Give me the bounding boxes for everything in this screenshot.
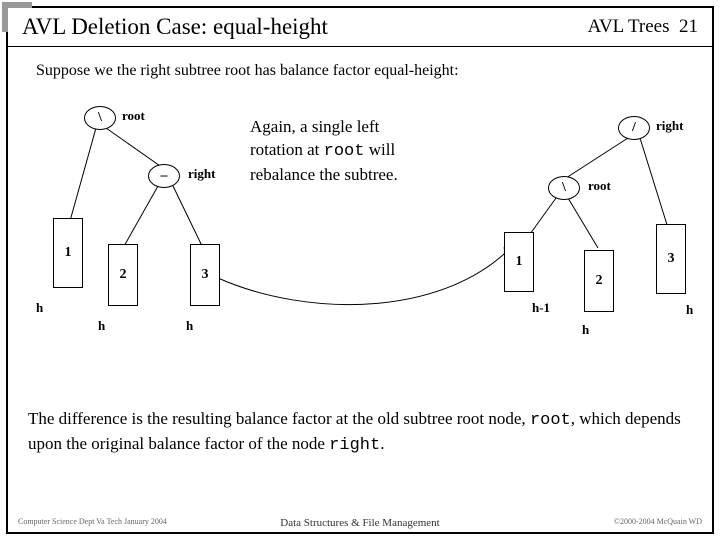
rt-root-sym: / xyxy=(632,120,636,136)
rt-leaf2-num: 2 xyxy=(596,273,603,289)
rt-left-label: root xyxy=(588,178,611,194)
lt-leaf3-num: 3 xyxy=(202,267,209,283)
rt-left-sym: \ xyxy=(562,180,566,196)
lt-leaf3: 3 xyxy=(190,244,220,306)
rt-leaf3: 3 xyxy=(656,224,686,294)
title-rule xyxy=(8,46,712,47)
cap-l2a: rotation at xyxy=(250,140,324,159)
lt-leaf3-h: h xyxy=(186,318,193,334)
title-row: AVL Deletion Case: equal-height AVL Tree… xyxy=(22,14,698,44)
footer-center: Data Structures & File Management xyxy=(280,517,439,529)
footer: Computer Science Dept Va Tech January 20… xyxy=(18,517,702,526)
rt-root-node: / xyxy=(618,116,650,140)
lt-right-sym: – xyxy=(161,168,168,184)
cap-l2b: root xyxy=(324,142,365,161)
conclusion-text: The difference is the resulting balance … xyxy=(28,408,692,458)
conc-e: . xyxy=(380,434,384,453)
footer-left: Computer Science Dept Va Tech January 20… xyxy=(18,517,167,526)
lt-right-label: right xyxy=(188,166,215,182)
rotation-caption: Again, a single left rotation at root wi… xyxy=(250,116,450,187)
cap-l3: rebalance the subtree. xyxy=(250,165,398,184)
rt-leaf2-h: h xyxy=(582,322,589,338)
cap-l2c: will xyxy=(364,140,395,159)
lt-leaf1-h: h xyxy=(36,300,43,316)
intro-text: Suppose we the right subtree root has ba… xyxy=(36,62,459,80)
lt-leaf1: 1 xyxy=(53,218,83,288)
slide-title: AVL Deletion Case: equal-height xyxy=(22,14,328,39)
lt-right-node: – xyxy=(148,164,180,188)
conc-d: right xyxy=(329,436,380,455)
rt-leaf1: 1 xyxy=(504,232,534,292)
section-name: AVL Trees xyxy=(588,16,670,37)
rt-leaf1-num: 1 xyxy=(516,254,523,270)
rt-root-label: right xyxy=(656,118,683,134)
lt-root-node: \ xyxy=(84,106,116,130)
slide-frame: AVL Deletion Case: equal-height AVL Tree… xyxy=(6,6,714,534)
footer-right: ©2000-2004 McQuain WD xyxy=(614,517,702,526)
rt-leaf3-num: 3 xyxy=(668,251,675,267)
lt-leaf2-num: 2 xyxy=(120,267,127,283)
cap-l1: Again, a single left xyxy=(250,117,379,136)
rt-leaf3-h: h xyxy=(686,302,693,318)
conc-b: root xyxy=(530,411,571,430)
rt-left-node: \ xyxy=(548,176,580,200)
conc-a: The difference is the resulting balance … xyxy=(28,409,530,428)
page-label: AVL Trees 21 xyxy=(588,16,698,38)
lt-leaf2: 2 xyxy=(108,244,138,306)
lt-root-sym: \ xyxy=(98,110,102,126)
page-number: 21 xyxy=(679,16,698,37)
lt-leaf2-h: h xyxy=(98,318,105,334)
lt-root-label: root xyxy=(122,108,145,124)
rt-leaf1-h: h-1 xyxy=(532,300,550,316)
rt-leaf2: 2 xyxy=(584,250,614,312)
lt-leaf1-num: 1 xyxy=(65,245,72,261)
